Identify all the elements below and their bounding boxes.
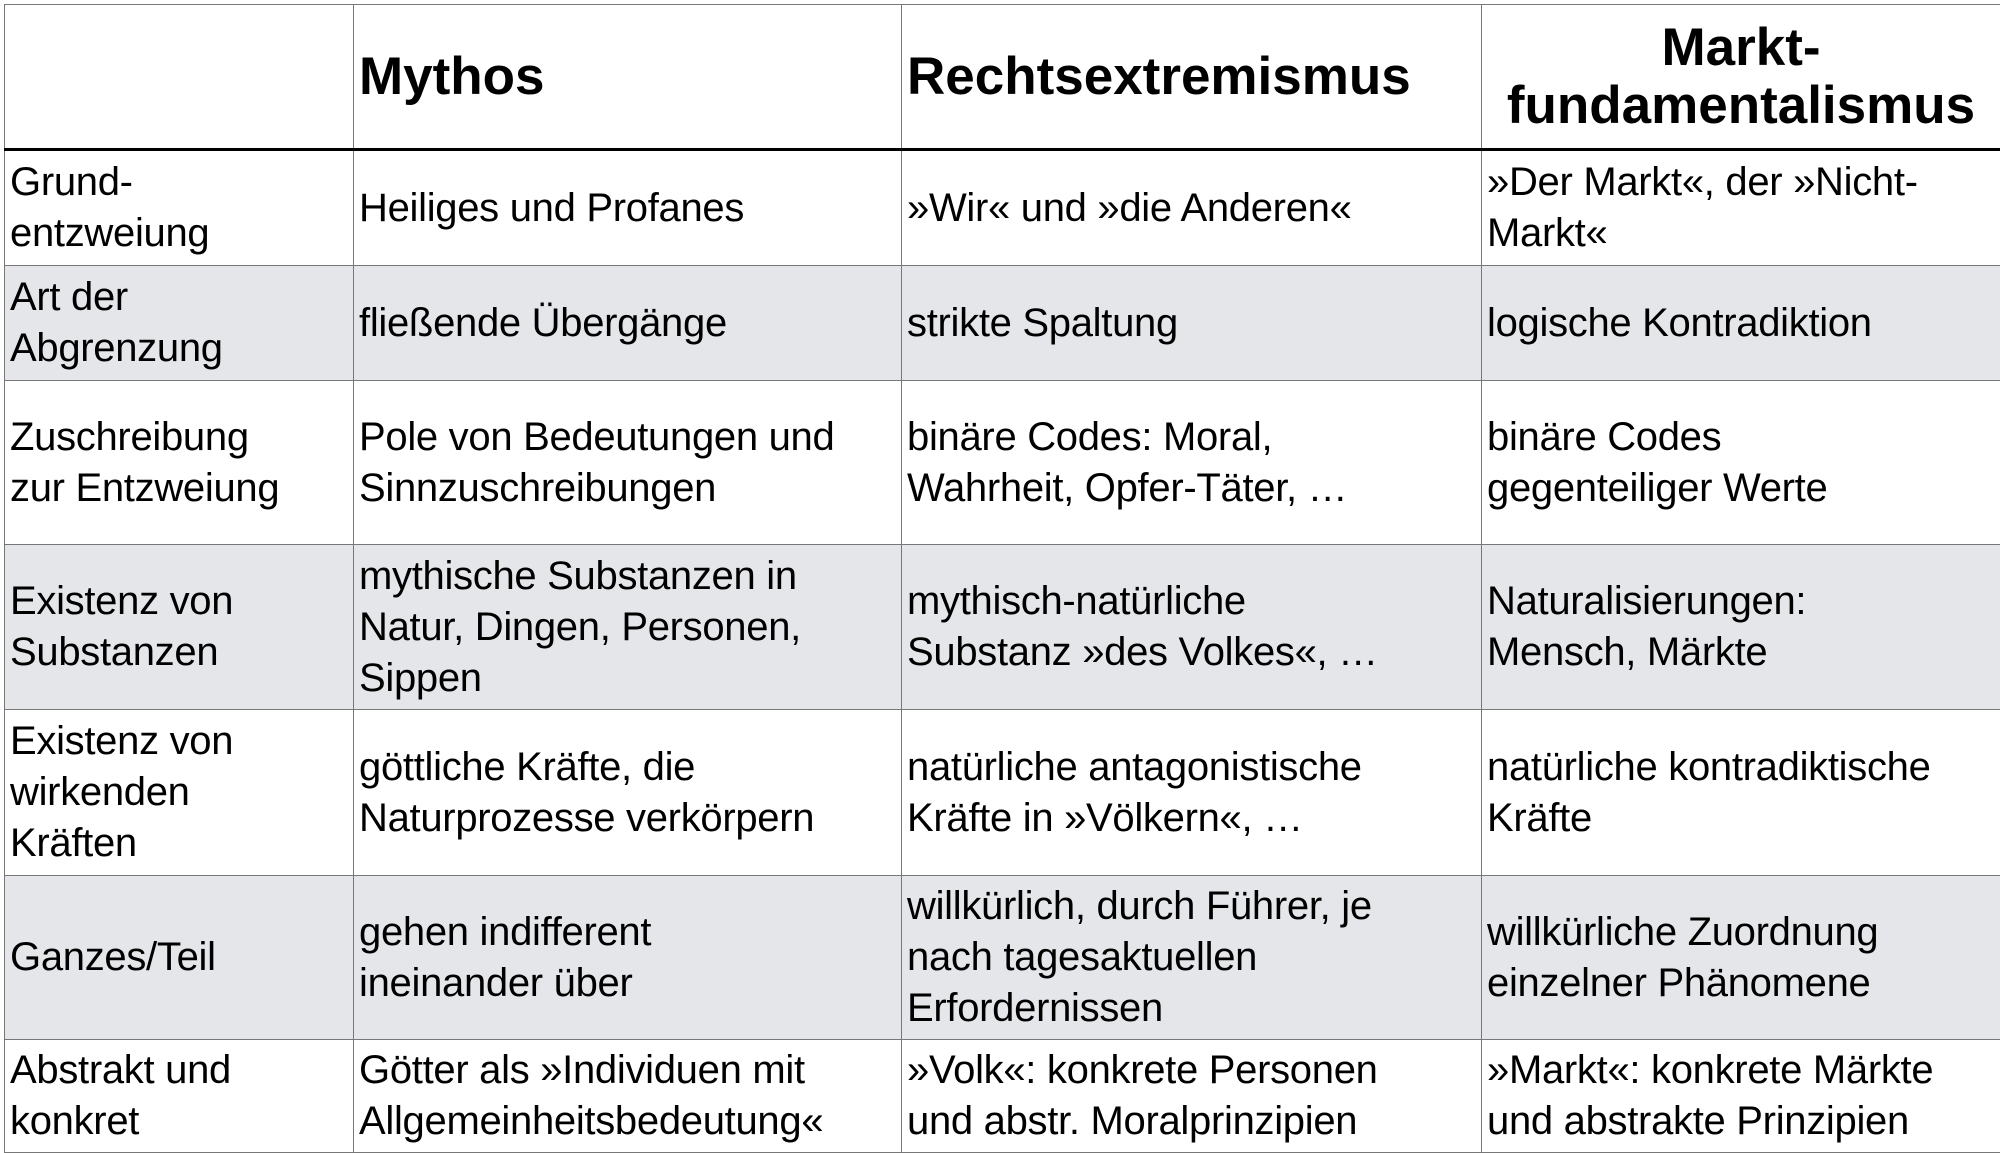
table-cell: Heiliges und Profanes: [354, 150, 902, 266]
header-mythos: Mythos: [354, 5, 902, 150]
header-row: Mythos Rechtsextremismus Markt-fundament…: [5, 5, 2000, 150]
header-marktfundamentalismus: Markt-fundamentalismus: [1482, 5, 2000, 150]
table-cell: binäre Codes: Moral,Wahrheit, Opfer-Täte…: [902, 381, 1482, 545]
row-label: Ganzes/Teil: [5, 876, 354, 1040]
table-cell: fließende Übergänge: [354, 266, 902, 381]
comparison-table: Mythos Rechtsextremismus Markt-fundament…: [4, 4, 2000, 1153]
header-rechtsextremismus: Rechtsextremismus: [902, 5, 1482, 150]
table-cell: »Der Markt«, der »Nicht-Markt«: [1482, 150, 2000, 266]
table-cell: Naturalisierungen:Mensch, Märkte: [1482, 545, 2000, 710]
table-cell: logische Kontradiktion: [1482, 266, 2000, 381]
header-cell-empty: [5, 5, 354, 150]
table-cell: strikte Spaltung: [902, 266, 1482, 381]
row-label: Grund-entzweiung: [5, 150, 354, 266]
table-cell: »Wir« und »die Anderen«: [902, 150, 1482, 266]
